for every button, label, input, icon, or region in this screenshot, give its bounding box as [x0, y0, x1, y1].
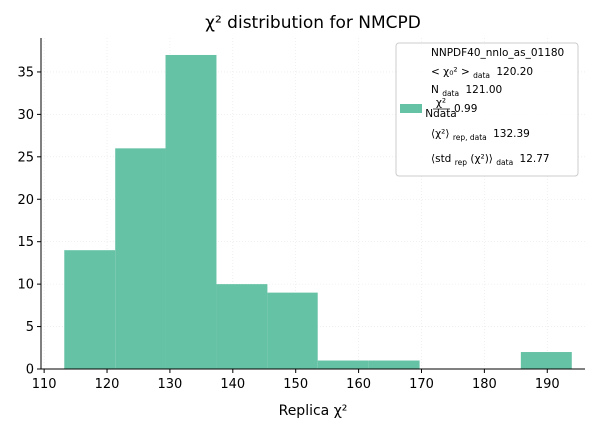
histogram-bar — [317, 360, 369, 369]
y-tick-label: 15 — [17, 235, 34, 250]
legend-rep: ⟨χ²⟩ rep, data 132.39 — [431, 128, 530, 143]
legend-chi2-zero-sub: data — [473, 71, 490, 80]
chart-title: χ² distribution for NMCPD — [205, 13, 421, 33]
y-tick-label: 35 — [17, 65, 34, 80]
histogram-bar — [64, 250, 116, 369]
legend-std-value: 12.77 — [520, 153, 550, 165]
legend-std-label: ⟨std — [431, 153, 451, 165]
legend-ratio-numerator: χ² — [436, 97, 446, 109]
legend-rep-label: ⟨χ²⟩ — [431, 128, 449, 140]
legend-ndata-sub: data — [442, 89, 459, 98]
legend: NNPDF40_nnlo_as_01180 < χ₀² > data 120.2… — [395, 42, 579, 177]
legend-chi2-zero-value: 120.20 — [496, 66, 533, 78]
legend-rep-sub: rep, data — [453, 133, 487, 142]
axes — [40, 38, 585, 370]
x-tick-label: 180 — [472, 377, 497, 392]
y-tick-label: 30 — [17, 108, 34, 123]
legend-std-sub-rep: rep — [455, 158, 468, 167]
y-tick-label: 5 — [26, 320, 34, 335]
histogram-bar — [267, 292, 318, 369]
histogram-bar — [368, 360, 420, 369]
legend-ndata-label: N — [431, 84, 439, 96]
legend-ratio-denominator: Ndata — [425, 108, 457, 120]
legend-chi2-zero: < χ₀² > data 120.20 — [431, 66, 533, 81]
legend-ratio: χ² Ndata 0.99 — [425, 97, 477, 120]
y-tick-label: 0 — [26, 363, 34, 378]
x-tick-label: 120 — [95, 377, 120, 392]
x-tick-label: 140 — [220, 377, 245, 392]
x-tick-label: 130 — [158, 377, 183, 392]
x-tick-label: 110 — [32, 377, 57, 392]
legend-chi2-zero-label: < χ₀² > — [431, 66, 470, 78]
y-tick-label: 20 — [17, 193, 34, 208]
x-tick-label: 160 — [346, 377, 371, 392]
histogram-bar — [165, 54, 217, 369]
y-tick-label: 10 — [17, 278, 34, 293]
x-tick-label: 190 — [535, 377, 560, 392]
legend-frame — [395, 42, 579, 177]
legend-ndata: N data 121.00 — [431, 84, 502, 99]
histogram-bar — [216, 284, 268, 369]
x-axis-label: Replica χ² — [279, 403, 348, 419]
legend-std-mid: (χ²)⟩ — [470, 153, 493, 165]
axis-ticks: 110 120 130 140 150 160 170 180 190 0 5 10 15 20 25 30 3… — [17, 65, 559, 392]
y-tick-label: 25 — [17, 150, 34, 165]
legend-rep-value: 132.39 — [493, 128, 530, 140]
legend-std-sub-data: data — [496, 158, 513, 167]
x-tick-label: 170 — [409, 377, 434, 392]
histogram-bar — [115, 148, 166, 369]
histogram-bar — [520, 352, 572, 369]
histogram-bars — [64, 54, 572, 369]
x-tick-label: 150 — [283, 377, 308, 392]
legend-ratio-value: 0.99 — [454, 103, 477, 115]
legend-dataset-name: NNPDF40_nnlo_as_01180 — [431, 47, 564, 59]
legend-swatch — [400, 104, 422, 113]
legend-std: ⟨std rep (χ²)⟩ data 12.77 — [431, 153, 550, 168]
legend-ndata-value: 121.00 — [465, 84, 502, 96]
